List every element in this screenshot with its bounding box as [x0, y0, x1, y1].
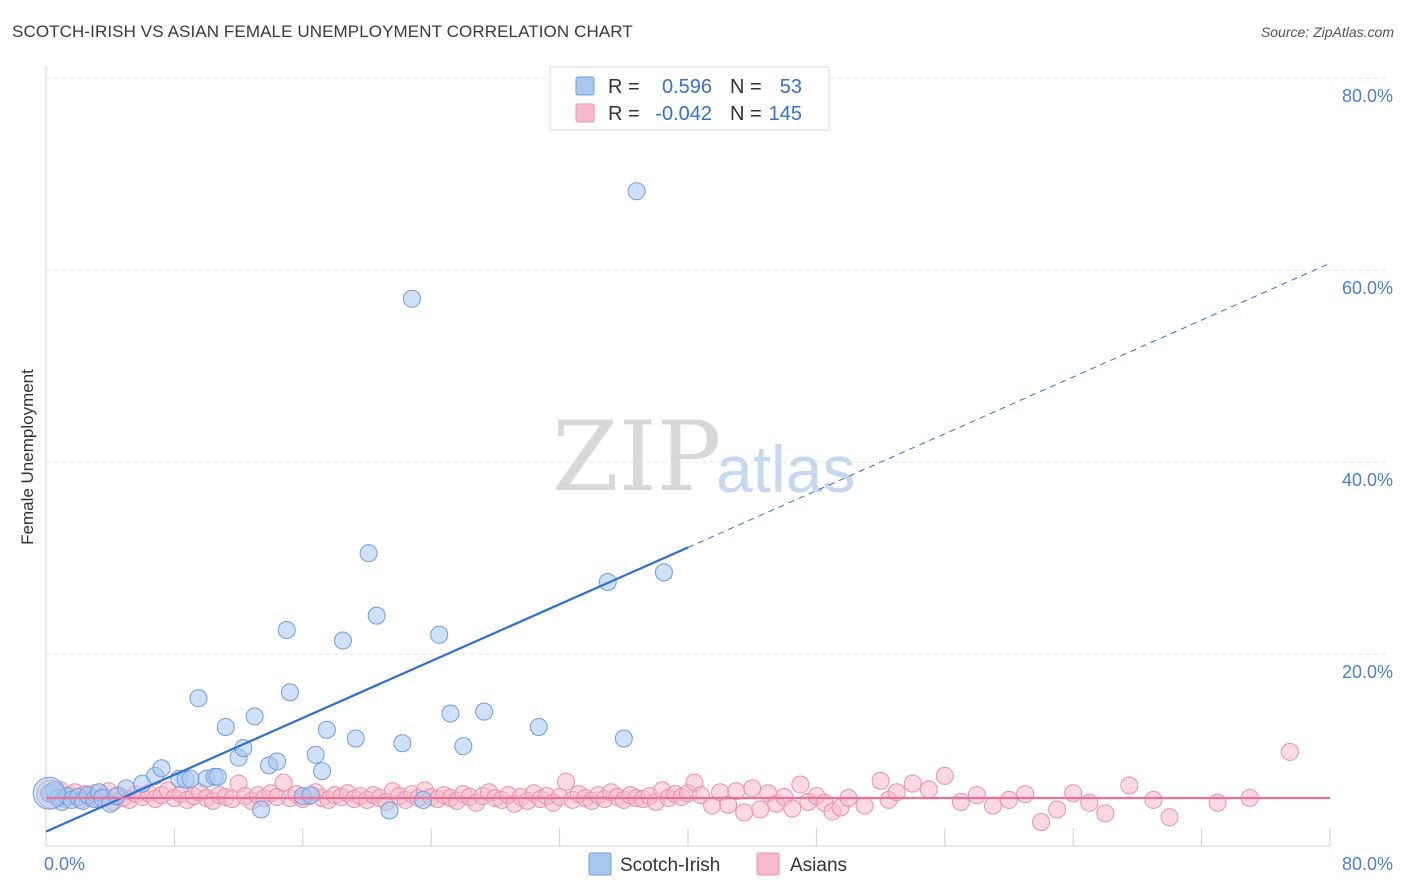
x-tick-label-min: 0.0% [44, 854, 85, 874]
scotch-irish-point [430, 625, 449, 644]
bottom-legend-swatch-scotch-irish [588, 852, 612, 876]
scotch-irish-point [441, 704, 460, 723]
scotch-irish-point [280, 683, 299, 702]
scotch-irish-point [346, 729, 365, 748]
asians-point [967, 786, 986, 805]
asians-point [751, 800, 770, 819]
legend-n-label-1: N = [730, 76, 762, 98]
asians-point [557, 772, 576, 791]
scotch-irish-point [189, 689, 208, 708]
asians-point [1016, 785, 1035, 804]
watermark-atlas: atlas [716, 432, 855, 506]
trend-lines [45, 262, 1331, 833]
scotch-irish-point [454, 737, 473, 756]
scotch-irish-point [614, 729, 633, 748]
scotch-irish-point [277, 621, 296, 639]
scotch-irish-point [216, 717, 235, 736]
legend-n-value-1: 53 [780, 76, 802, 98]
bottom-legend-label-asians: Asians [790, 855, 847, 876]
scotch-irish-point [393, 734, 412, 753]
scotch-irish-point [208, 767, 227, 786]
legend-swatch-blue [575, 76, 595, 96]
asians-point [983, 796, 1002, 815]
asians-point [783, 799, 802, 818]
asians-point [855, 796, 874, 815]
scotch-irish-point [380, 801, 399, 820]
asians-point [719, 795, 738, 814]
source-credit: Source: ZipAtlas.com [1260, 24, 1394, 40]
scotch-irish-point [654, 563, 673, 582]
asians-point [1144, 790, 1163, 809]
scotch-irish-point [359, 544, 378, 563]
scotch-irish-point [32, 776, 66, 810]
asians-point [1048, 800, 1067, 819]
scotch-irish-point [252, 800, 271, 819]
asians-point [274, 773, 293, 792]
scotch-irish-point [627, 182, 646, 201]
scotch-irish-point [317, 720, 336, 739]
asians-point [1160, 808, 1179, 827]
scotch-irish-point [245, 707, 264, 726]
scotch-irish-point [181, 769, 200, 788]
asians-point [1032, 813, 1051, 831]
asians-point [1000, 790, 1018, 809]
series-legend: Scotch-Irish Asians [588, 852, 847, 876]
scotch-irish-point [414, 790, 433, 809]
asians-points [36, 742, 1299, 831]
legend-r-value-1: 0.596 [662, 76, 712, 98]
legend-n-value-2: 145 [769, 103, 802, 125]
scotch-irish-point [402, 289, 421, 308]
asians-point [735, 803, 754, 822]
asians-point [903, 774, 922, 793]
bottom-legend-swatch-asians [756, 852, 780, 876]
asians-point [1064, 784, 1083, 803]
asians-point [743, 779, 762, 798]
asians-point [1080, 793, 1099, 812]
y-tick-labels: 20.0% 40.0% 60.0% 80.0% [1342, 86, 1393, 682]
asians-point [951, 792, 970, 811]
asians-point [887, 783, 906, 802]
gridlines [46, 77, 1390, 655]
asians-point [919, 780, 938, 799]
asians-point [935, 766, 954, 785]
y-tick-label: 60.0% [1342, 278, 1393, 298]
x-tick-label-max: 80.0% [1342, 854, 1393, 874]
y-axis-title: Female Unemployment [18, 369, 37, 545]
correlation-legend: R = 0.596 N = 53 R = -0.042 N = 145 [549, 66, 830, 131]
asians-point [1208, 793, 1227, 812]
legend-box [549, 66, 830, 131]
y-tick-label: 80.0% [1342, 86, 1393, 106]
x-ticks [173, 828, 1331, 846]
chart-title: SCOTCH-IRISH VS ASIAN FEMALE UNEMPLOYMEN… [12, 22, 633, 41]
scotch-irish-point [529, 717, 548, 736]
scotch-irish-point [306, 745, 325, 764]
scotch-irish-point [268, 752, 287, 771]
bottom-legend-label-scotch-irish: Scotch-Irish [620, 855, 720, 876]
scotch-irish-point [367, 606, 386, 625]
legend-r-label-2: R = [608, 103, 640, 125]
y-tick-label: 40.0% [1342, 470, 1393, 490]
asians-point [1280, 742, 1299, 761]
scotch-irish-point [313, 762, 332, 781]
y-tick-label: 20.0% [1342, 662, 1393, 682]
legend-r-label-1: R = [608, 76, 640, 98]
asians-point [691, 786, 710, 805]
watermark-zip: ZIP [552, 401, 721, 513]
legend-n-label-2: N = [730, 103, 762, 125]
scotch-irish-point [152, 759, 171, 778]
asians-point [1120, 776, 1139, 795]
asians-point [791, 775, 810, 794]
scotch-irish-point [333, 631, 352, 650]
legend-swatch-pink [575, 103, 595, 123]
scotch-irish-point [475, 702, 494, 721]
scotch-irish-point [301, 786, 320, 805]
asians-point [871, 771, 890, 790]
scotch-irish-trendline-extension [687, 262, 1331, 548]
scotch-irish-trendline [45, 546, 689, 833]
asians-point [1096, 804, 1115, 823]
legend-r-value-2: -0.042 [655, 103, 712, 125]
